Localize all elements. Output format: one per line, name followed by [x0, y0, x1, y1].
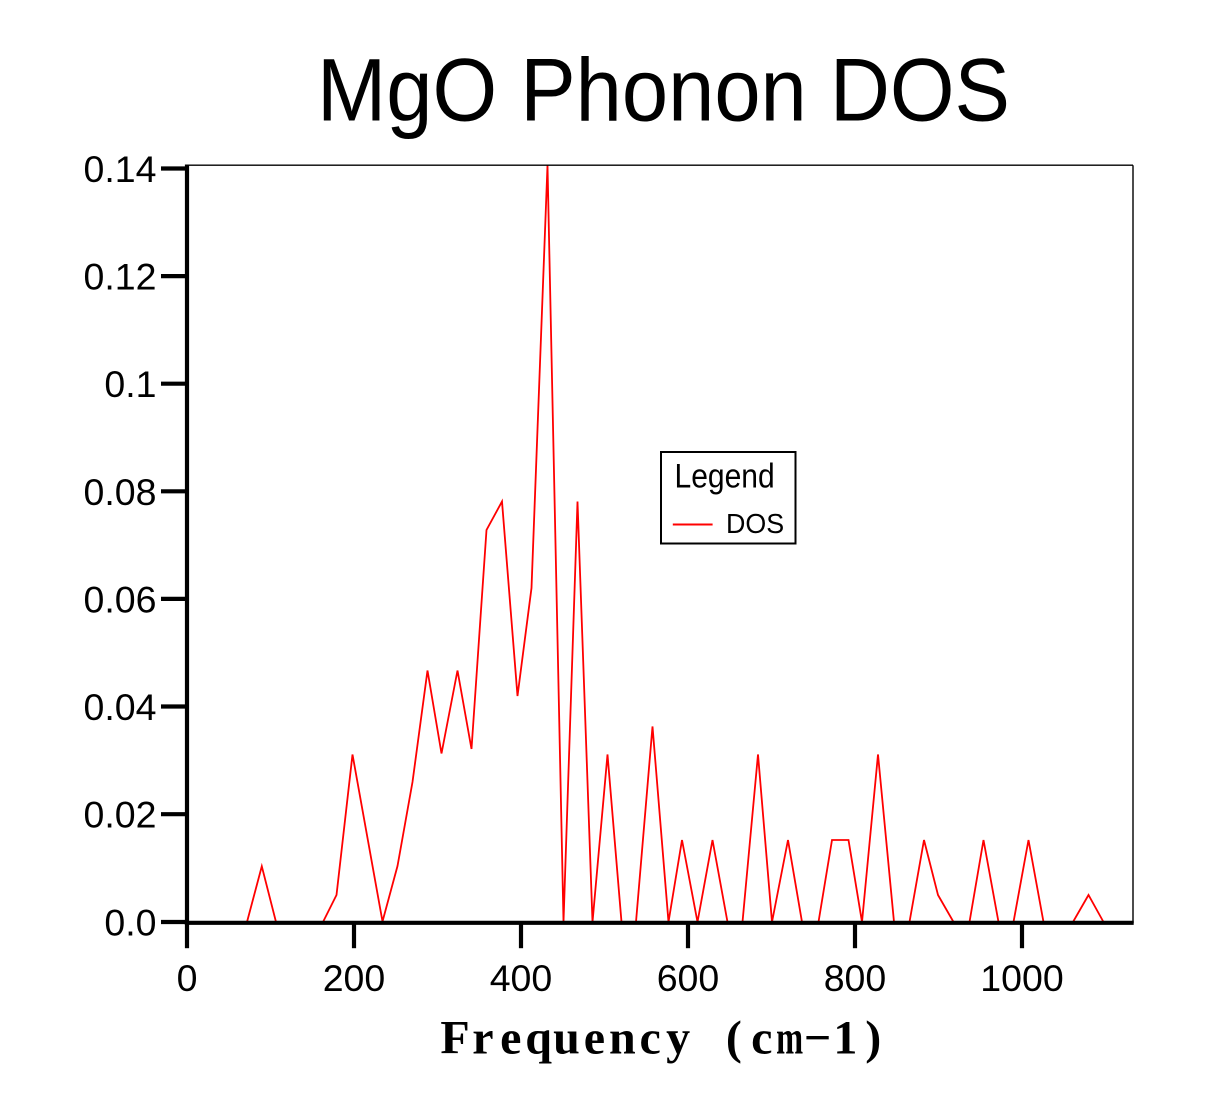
svg-text:Legend: Legend	[675, 457, 775, 495]
svg-text:0.04: 0.04	[84, 686, 157, 728]
svg-text:e: e	[584, 1012, 605, 1065]
svg-text:u: u	[553, 1012, 580, 1065]
svg-text:F: F	[440, 1012, 469, 1065]
svg-text:n: n	[609, 1012, 636, 1065]
svg-text:y: y	[666, 1012, 690, 1065]
svg-text:1: 1	[833, 1012, 857, 1065]
svg-text:DOS: DOS	[726, 508, 784, 539]
svg-text:−: −	[804, 1012, 831, 1065]
svg-text:0.0: 0.0	[104, 902, 156, 944]
svg-text:0: 0	[177, 957, 198, 999]
svg-text:600: 600	[657, 957, 720, 999]
svg-text:c: c	[640, 1012, 661, 1065]
svg-text:e: e	[500, 1012, 521, 1065]
svg-text:MgO Phonon DOS: MgO Phonon DOS	[317, 40, 1010, 140]
svg-text:q: q	[525, 1012, 552, 1065]
svg-text:200: 200	[323, 957, 386, 999]
svg-text:r: r	[472, 1012, 493, 1065]
svg-text:c: c	[751, 1012, 772, 1065]
svg-text:): )	[865, 1012, 881, 1065]
svg-text:400: 400	[490, 957, 553, 999]
svg-text:800: 800	[824, 957, 887, 999]
svg-text:1000: 1000	[980, 957, 1063, 999]
svg-text:0.02: 0.02	[84, 794, 157, 836]
svg-text:0.08: 0.08	[84, 471, 157, 513]
svg-text:0.1: 0.1	[104, 363, 156, 405]
svg-text:0.12: 0.12	[84, 256, 157, 298]
svg-text:0.06: 0.06	[84, 578, 157, 620]
svg-text:0.14: 0.14	[84, 148, 157, 190]
svg-text:(: (	[726, 1012, 742, 1065]
svg-text:m: m	[776, 1012, 803, 1065]
